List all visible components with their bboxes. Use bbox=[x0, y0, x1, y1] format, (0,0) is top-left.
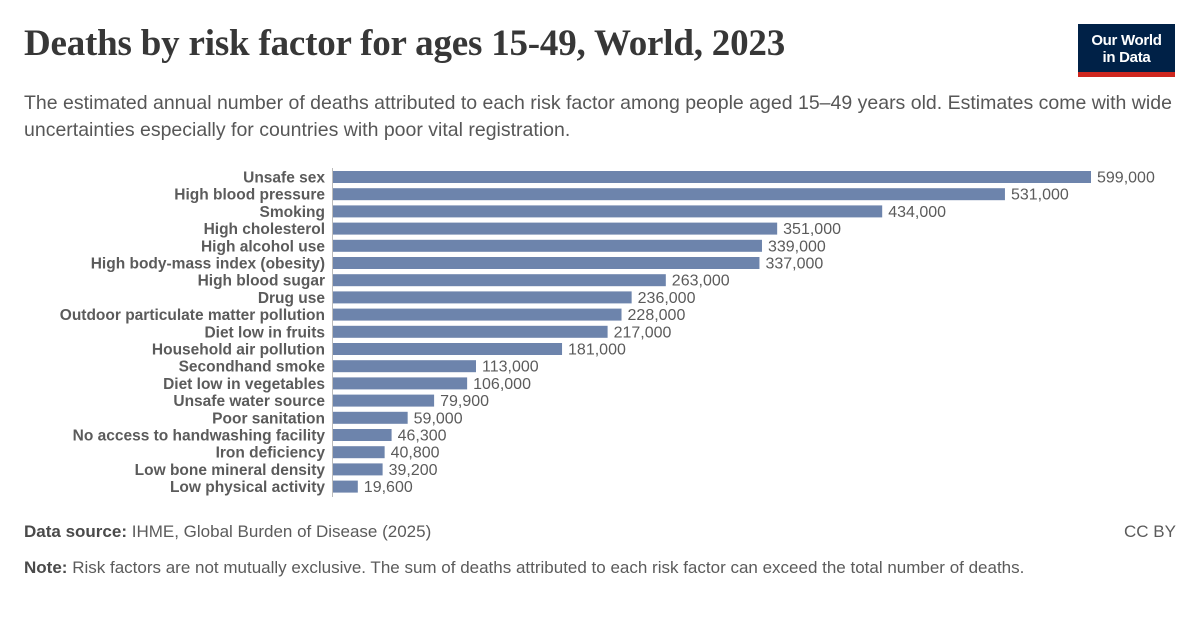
chart-title: Deaths by risk factor for ages 15-49, Wo… bbox=[24, 23, 786, 64]
value-label: 337,000 bbox=[765, 256, 823, 273]
category-label: Diet low in fruits bbox=[204, 324, 325, 341]
bar-chart: Unsafe sex 599,000 High blood pressure 531,… bbox=[60, 168, 1155, 497]
category-label: Smoking bbox=[260, 204, 325, 221]
bar[interactable] bbox=[333, 411, 408, 424]
category-label: High blood sugar bbox=[198, 273, 325, 290]
bar[interactable] bbox=[333, 463, 383, 476]
value-label: 39,200 bbox=[389, 462, 438, 479]
logo-accent-bar bbox=[1078, 72, 1175, 77]
logo-text-line2: in Data bbox=[1102, 49, 1151, 66]
bar[interactable] bbox=[333, 171, 1091, 183]
category-label: Unsafe sex bbox=[243, 170, 325, 187]
bar[interactable] bbox=[333, 188, 1005, 201]
footer-source-row: Data source: IHME, Global Burden of Dise… bbox=[24, 522, 1176, 542]
category-label: Household air pollution bbox=[152, 342, 325, 359]
chart-subtitle: The estimated annual number of deaths at… bbox=[24, 92, 1172, 141]
bar[interactable] bbox=[333, 377, 468, 390]
value-label: 236,000 bbox=[638, 290, 696, 307]
bar[interactable] bbox=[333, 291, 632, 304]
category-label: Poor sanitation bbox=[212, 410, 325, 427]
logo-text-line1: Our World bbox=[1091, 32, 1162, 49]
source-label: Data source: bbox=[24, 522, 127, 541]
value-label: 339,000 bbox=[768, 238, 826, 255]
value-label: 228,000 bbox=[628, 307, 686, 324]
category-label: Diet low in vegetables bbox=[163, 376, 325, 393]
value-label: 113,000 bbox=[482, 359, 539, 376]
value-label: 531,000 bbox=[1011, 187, 1069, 204]
bar[interactable] bbox=[333, 308, 622, 321]
value-label: 79,900 bbox=[440, 393, 489, 410]
bar[interactable] bbox=[333, 446, 385, 459]
value-label: 351,000 bbox=[783, 221, 841, 238]
bar[interactable] bbox=[333, 343, 563, 355]
bar[interactable] bbox=[333, 274, 666, 287]
bar[interactable] bbox=[333, 429, 392, 441]
category-label: High blood pressure bbox=[174, 187, 325, 204]
category-label: Low bone mineral density bbox=[135, 462, 326, 479]
bar[interactable] bbox=[333, 239, 762, 252]
value-label: 40,800 bbox=[391, 445, 440, 462]
value-label: 599,000 bbox=[1097, 170, 1155, 187]
bar[interactable] bbox=[333, 394, 435, 407]
owid-logo[interactable]: Our World in Data bbox=[1078, 24, 1175, 77]
bar[interactable] bbox=[333, 480, 358, 493]
category-label: Drug use bbox=[258, 290, 326, 307]
note-text: Risk factors are not mutually exclusive.… bbox=[72, 558, 1025, 577]
value-label: 181,000 bbox=[568, 342, 626, 359]
bar[interactable] bbox=[333, 257, 760, 269]
category-label: Unsafe water source bbox=[173, 393, 325, 410]
value-label: 434,000 bbox=[888, 204, 946, 221]
footer-note: Note: Risk factors are not mutually excl… bbox=[24, 555, 1174, 580]
bar[interactable] bbox=[333, 222, 778, 235]
note-label: Note: bbox=[24, 558, 68, 577]
bar[interactable] bbox=[333, 360, 476, 373]
value-label: 59,000 bbox=[414, 410, 463, 427]
category-label: Secondhand smoke bbox=[179, 359, 326, 376]
category-label: Outdoor particulate matter pollution bbox=[60, 307, 325, 324]
category-label: High body-mass index (obesity) bbox=[91, 256, 325, 273]
bars-group: Unsafe sex 599,000 High blood pressure 531,… bbox=[60, 170, 1155, 497]
bar[interactable] bbox=[333, 325, 608, 338]
bar[interactable] bbox=[333, 205, 883, 218]
source-link[interactable]: IHME, Global Burden of Disease (2025) bbox=[131, 522, 432, 541]
license-link[interactable]: CC BY bbox=[1124, 522, 1176, 541]
category-label: Low physical activity bbox=[170, 479, 325, 496]
source-line: Data source: IHME, Global Burden of Dise… bbox=[24, 522, 431, 541]
value-label: 217,000 bbox=[614, 324, 672, 341]
value-label: 19,600 bbox=[364, 479, 413, 496]
category-label: High cholesterol bbox=[204, 221, 325, 238]
value-label: 263,000 bbox=[672, 273, 730, 290]
category-label: No access to handwashing facility bbox=[73, 428, 326, 445]
category-label: High alcohol use bbox=[201, 238, 325, 255]
category-label: Iron deficiency bbox=[216, 445, 326, 462]
value-label: 46,300 bbox=[398, 428, 447, 445]
value-label: 106,000 bbox=[473, 376, 531, 393]
